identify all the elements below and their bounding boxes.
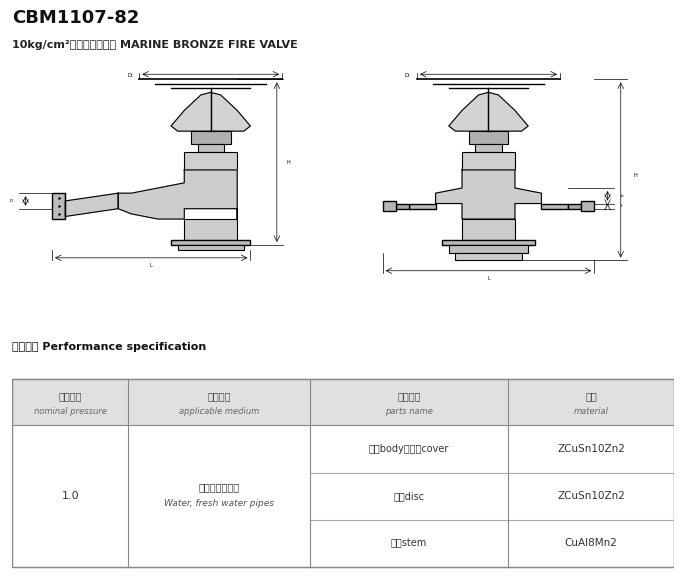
Bar <box>541 203 568 209</box>
Bar <box>409 203 436 209</box>
Polygon shape <box>65 193 118 217</box>
Bar <box>191 131 230 144</box>
Text: L: L <box>487 276 490 281</box>
Text: D: D <box>9 199 12 203</box>
Text: D₁: D₁ <box>405 73 410 78</box>
Bar <box>52 193 65 219</box>
Bar <box>462 219 515 240</box>
Text: ZCuSn10Zn2: ZCuSn10Zn2 <box>557 444 625 454</box>
Bar <box>12 379 674 425</box>
Text: f: f <box>621 204 622 208</box>
Text: 阀体body，阀盖cover: 阀体body，阀盖cover <box>369 444 449 454</box>
Text: 零件名称: 零件名称 <box>397 391 421 401</box>
Bar <box>12 379 674 567</box>
Text: 1.0: 1.0 <box>62 491 79 501</box>
Text: 阀杆stem: 阀杆stem <box>391 539 427 548</box>
Text: b: b <box>621 194 624 198</box>
Polygon shape <box>436 170 541 219</box>
Bar <box>185 219 237 240</box>
Text: CBM1107-82: CBM1107-82 <box>12 9 140 27</box>
Text: applicable medium: applicable medium <box>179 407 259 416</box>
Bar <box>198 144 224 152</box>
Bar <box>469 131 508 144</box>
Text: 性能规范 Performance specification: 性能规范 Performance specification <box>12 342 206 352</box>
Bar <box>462 152 515 170</box>
Polygon shape <box>211 92 250 131</box>
Text: D₁: D₁ <box>127 73 132 78</box>
Bar <box>383 201 396 211</box>
Text: ZCuSn10Zn2: ZCuSn10Zn2 <box>557 491 625 501</box>
Bar <box>171 240 250 245</box>
Text: 海水，淡水管道: 海水，淡水管道 <box>198 482 239 492</box>
Text: nominal pressure: nominal pressure <box>34 407 106 416</box>
Polygon shape <box>171 92 211 131</box>
Bar <box>475 144 501 152</box>
Text: 公称压力: 公称压力 <box>58 391 82 401</box>
Polygon shape <box>449 92 488 131</box>
Text: 材料: 材料 <box>585 391 597 401</box>
Polygon shape <box>488 92 528 131</box>
Text: Water, fresh water pipes: Water, fresh water pipes <box>164 498 274 508</box>
Polygon shape <box>118 170 237 219</box>
Text: 适用介质: 适用介质 <box>207 391 230 401</box>
Text: material: material <box>573 407 608 416</box>
Text: L: L <box>150 263 152 268</box>
Text: CuAl8Mn2: CuAl8Mn2 <box>565 539 617 548</box>
Bar <box>456 253 521 260</box>
Text: 阀盘disc: 阀盘disc <box>394 491 425 501</box>
Bar <box>178 245 244 250</box>
Bar <box>396 203 409 209</box>
Bar <box>568 203 581 209</box>
Bar <box>12 379 674 567</box>
Bar <box>185 152 237 170</box>
Bar <box>449 245 528 253</box>
Bar <box>442 240 535 245</box>
Text: H: H <box>634 173 638 178</box>
Bar <box>581 201 594 211</box>
Text: 10kg/cm²船用青銅消防阀 MARINE BRONZE FIRE VALVE: 10kg/cm²船用青銅消防阀 MARINE BRONZE FIRE VALVE <box>12 40 298 49</box>
Text: parts name: parts name <box>386 407 433 416</box>
Text: H: H <box>287 160 291 164</box>
